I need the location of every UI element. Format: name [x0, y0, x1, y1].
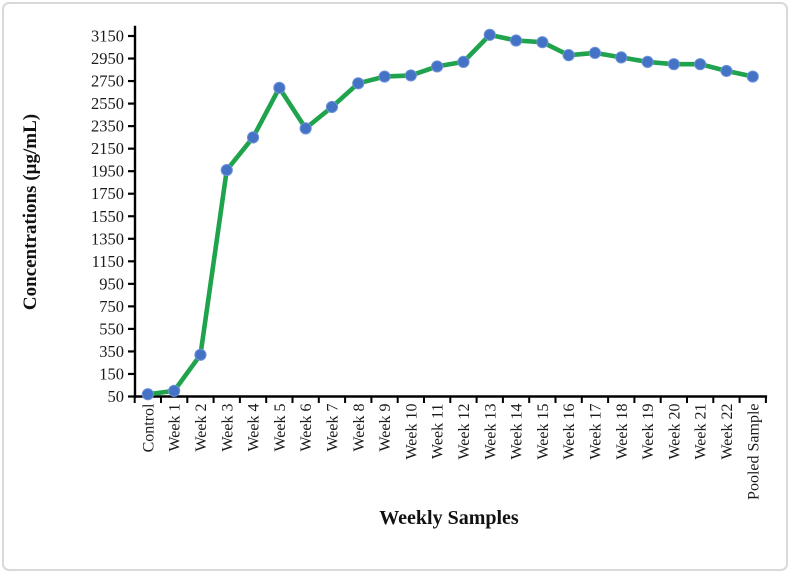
- data-point-marker: [720, 64, 733, 78]
- y-tick-label: 1550: [91, 207, 124, 226]
- data-point-marker: [194, 348, 207, 361]
- series-concentration: [141, 28, 759, 401]
- y-tick-label: 1950: [91, 162, 124, 181]
- x-tick-label: Week 5: [272, 404, 289, 452]
- data-point-marker: [562, 49, 575, 62]
- x-tick-label: Week 18: [614, 404, 631, 460]
- data-point-marker: [457, 55, 470, 69]
- y-axis-tick-labels: 50 150 350 550 750 950 1150 1350 1550 1750 1950 215…: [91, 27, 124, 407]
- y-tick-label: 50: [108, 387, 125, 406]
- y-tick-label: 2950: [91, 49, 124, 68]
- data-point-marker: [431, 60, 444, 73]
- series-line: [145, 32, 756, 397]
- data-point-marker: [746, 70, 759, 83]
- x-tick-label: Week 9: [377, 404, 394, 452]
- x-tick-label: Week 16: [561, 404, 578, 460]
- x-tick-label: Week 10: [403, 404, 420, 460]
- data-point-marker: [168, 384, 181, 397]
- y-tick-label: 150: [99, 364, 124, 383]
- x-tick-label: Week 13: [482, 404, 499, 460]
- x-tick-label: Week 15: [535, 404, 552, 460]
- data-point-marker: [273, 81, 286, 94]
- data-point-marker: [483, 28, 496, 41]
- y-tick-label: 2550: [91, 94, 124, 113]
- x-tick-label: Week 3: [219, 404, 236, 452]
- axes: [128, 25, 768, 403]
- x-tick-label: Week 6: [298, 404, 315, 452]
- y-tick-label: 1350: [91, 229, 124, 248]
- x-tick-label: Week 1: [167, 404, 184, 452]
- data-point-marker: [694, 58, 707, 71]
- data-point-marker: [325, 100, 339, 114]
- y-tick-label: 3150: [91, 27, 124, 46]
- data-point-marker: [536, 36, 549, 49]
- x-tick-label: Week 19: [640, 404, 657, 460]
- x-tick-label: Week 22: [719, 404, 736, 460]
- x-tick-label: Control: [140, 403, 157, 452]
- y-axis-title: Concentrations (µg/mL): [20, 114, 41, 310]
- data-point-marker: [246, 131, 260, 144]
- data-point-marker: [352, 77, 365, 90]
- y-tick-label: 550: [99, 319, 124, 338]
- data-point-marker: [588, 46, 602, 59]
- data-point-marker: [404, 69, 417, 82]
- y-tick-label: 950: [99, 274, 124, 293]
- data-point-marker: [509, 34, 523, 47]
- x-tick-label: Week 11: [430, 404, 447, 459]
- x-tick-label: Week 2: [193, 404, 210, 452]
- data-point-marker: [141, 388, 154, 401]
- data-point-marker: [220, 163, 233, 177]
- y-tick-label: 350: [99, 342, 124, 361]
- x-tick-label: Week 8: [351, 404, 368, 452]
- x-tick-label: Week 21: [693, 404, 710, 460]
- x-tick-label: Week 12: [456, 404, 473, 460]
- x-tick-label: Week 17: [587, 404, 604, 460]
- data-point-marker: [299, 122, 312, 135]
- x-axis-title: Weekly Samples: [379, 507, 519, 529]
- x-tick-label: Week 20: [666, 404, 683, 460]
- x-tick-label: Week 14: [509, 404, 526, 460]
- y-tick-label: 2150: [91, 139, 124, 158]
- x-tick-label: Week 4: [246, 404, 263, 452]
- data-point-marker: [378, 70, 391, 83]
- y-tick-label: 2750: [91, 72, 124, 91]
- x-axis-tick-labels: Control Week 1 Week 2 Week 3 Week 4 Week 5 Wee…: [140, 403, 762, 500]
- y-tick-label: 750: [99, 297, 124, 316]
- data-point-marker: [641, 55, 654, 69]
- data-point-marker: [667, 58, 680, 71]
- y-tick-label: 1150: [92, 252, 124, 271]
- x-tick-label: Week 7: [324, 404, 341, 452]
- data-point-marker: [615, 51, 628, 64]
- y-tick-label: 1750: [91, 184, 124, 203]
- y-tick-label: 2350: [91, 117, 124, 136]
- x-tick-label: Pooled Sample: [745, 404, 762, 500]
